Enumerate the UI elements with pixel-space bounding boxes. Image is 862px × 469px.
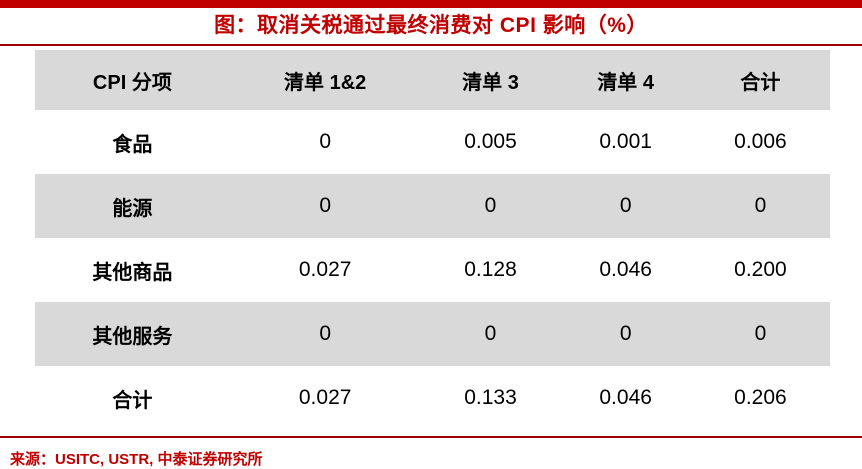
cpi-impact-table: CPI 分项 清单 1&2 清单 3 清单 4 合计 食品 0 0.005 0.… xyxy=(35,50,830,430)
column-header-list-4: 清单 4 xyxy=(560,50,691,110)
table-row: 能源 0 0 0 0 xyxy=(35,174,830,238)
cell-value: 0 xyxy=(229,174,421,238)
top-accent-bar xyxy=(0,0,862,8)
table-row: 食品 0 0.005 0.001 0.006 xyxy=(35,110,830,174)
table-header-row: CPI 分项 清单 1&2 清单 3 清单 4 合计 xyxy=(35,50,830,110)
row-label: 其他服务 xyxy=(35,302,230,366)
cell-value: 0 xyxy=(319,130,331,153)
cell-value: 0.200 xyxy=(734,258,787,281)
title-divider xyxy=(0,44,862,46)
cell-value: 0 xyxy=(690,174,830,238)
column-header-total: 合计 xyxy=(690,50,830,110)
column-header-cpi-item: CPI 分项 xyxy=(35,50,230,110)
row-label: 其他商品 xyxy=(92,261,173,284)
cell-value: 0.027 xyxy=(298,386,352,409)
cell-value: 0 xyxy=(690,302,830,366)
source-note: 来源：USITC, USTR, 中泰证券研究所 xyxy=(10,451,263,468)
cell-value: 0.133 xyxy=(464,386,517,409)
cell-value: 0.006 xyxy=(734,130,787,153)
cell-value: 0 xyxy=(560,302,691,366)
footer-divider xyxy=(0,436,862,438)
row-label: 合计 xyxy=(112,389,153,412)
column-header-list-1-2: 清单 1&2 xyxy=(229,50,421,110)
cell-value: 0 xyxy=(560,174,691,238)
table-row: 合计 0.027 0.133 0.046 0.206 xyxy=(35,366,830,430)
row-label: 能源 xyxy=(35,174,230,238)
cell-value: 0 xyxy=(420,174,561,238)
figure-title: 图：取消关税通过最终消费对 CPI 影响（%） xyxy=(214,14,648,37)
cell-value: 0 xyxy=(420,302,561,366)
cell-value: 0.046 xyxy=(599,258,652,281)
cell-value: 0.005 xyxy=(464,130,517,153)
cell-value: 0.001 xyxy=(599,130,652,153)
column-header-list-3: 清单 3 xyxy=(420,50,561,110)
cell-value: 0 xyxy=(229,302,421,366)
table-container: CPI 分项 清单 1&2 清单 3 清单 4 合计 食品 0 0.005 0.… xyxy=(35,50,830,430)
cell-value: 0.206 xyxy=(734,386,787,409)
table-row: 其他服务 0 0 0 0 xyxy=(35,302,830,366)
cell-value: 0.128 xyxy=(464,258,517,281)
table-row: 其他商品 0.027 0.128 0.046 0.200 xyxy=(35,238,830,302)
row-label: 食品 xyxy=(112,133,153,156)
cell-value: 0.027 xyxy=(298,258,352,281)
cell-value: 0.046 xyxy=(599,386,652,409)
